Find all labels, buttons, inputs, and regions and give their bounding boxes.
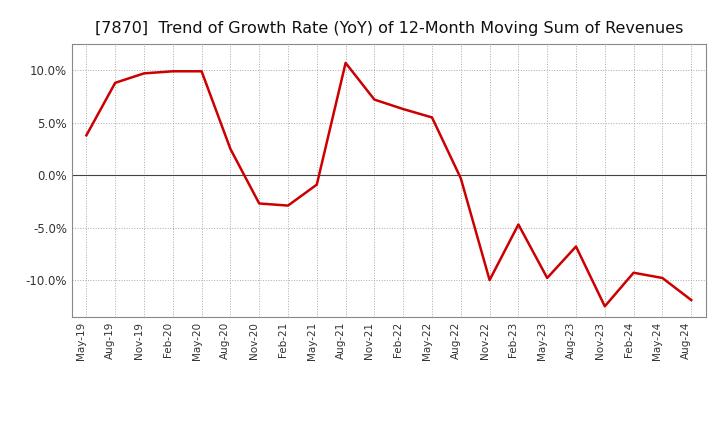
Title: [7870]  Trend of Growth Rate (YoY) of 12-Month Moving Sum of Revenues: [7870] Trend of Growth Rate (YoY) of 12-… xyxy=(94,21,683,36)
